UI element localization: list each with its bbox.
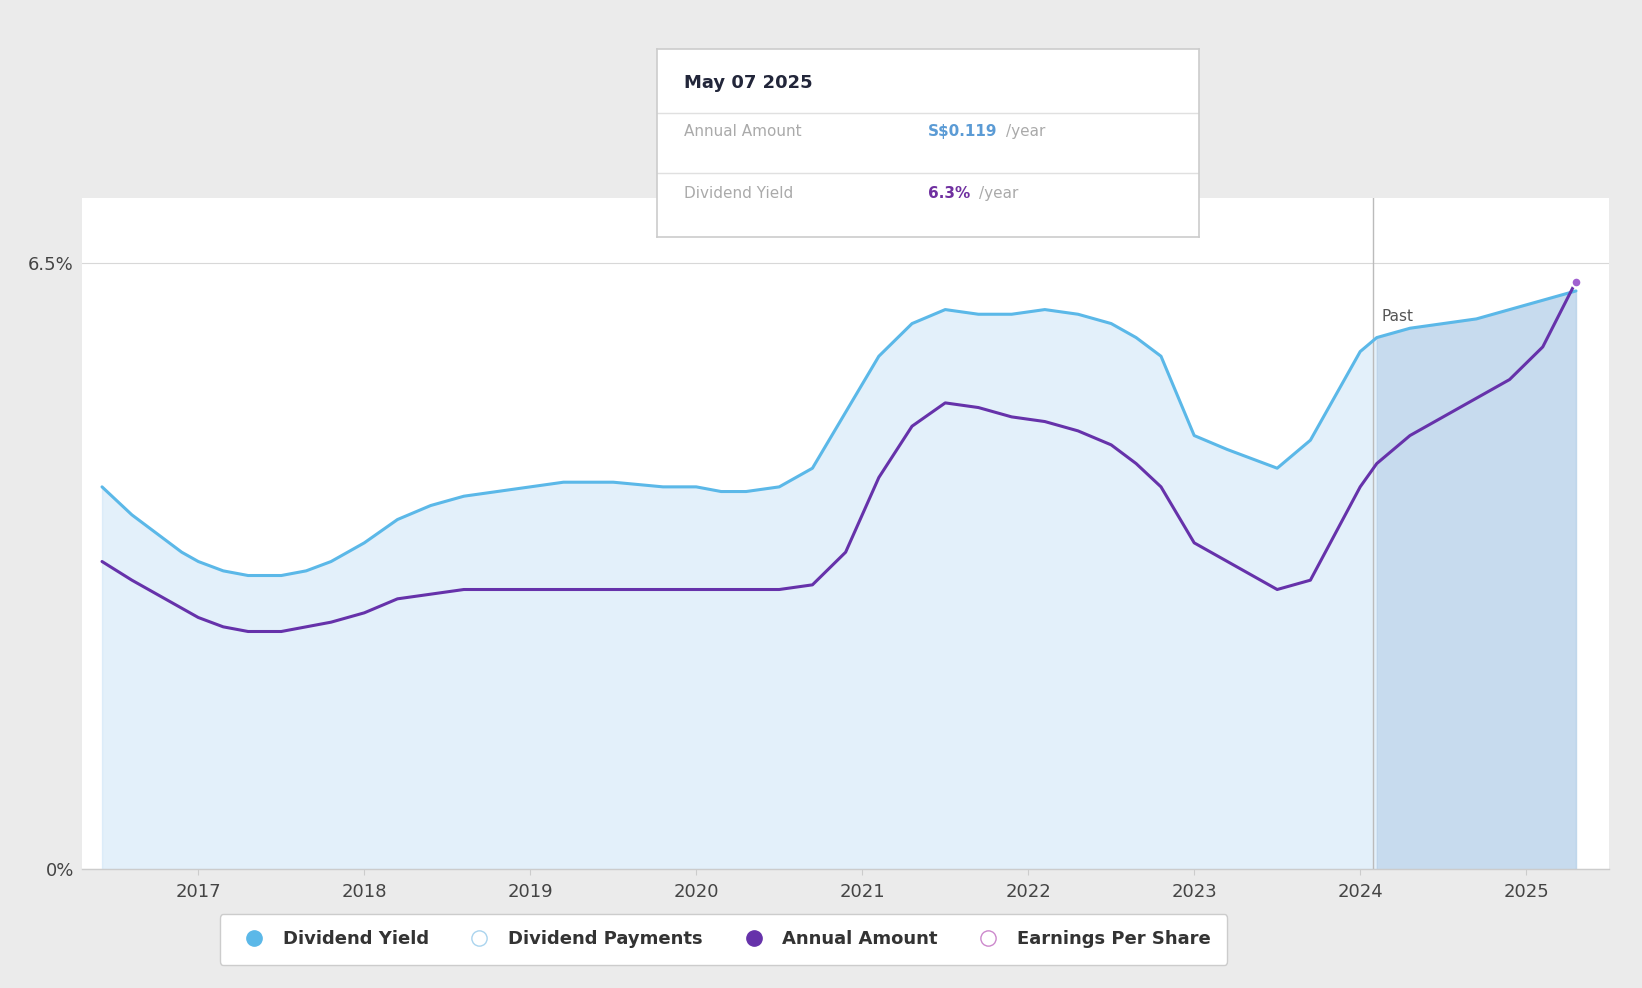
Text: 6.3%: 6.3% — [928, 187, 970, 202]
Text: Annual Amount: Annual Amount — [685, 124, 801, 139]
Legend: Dividend Yield, Dividend Payments, Annual Amount, Earnings Per Share: Dividend Yield, Dividend Payments, Annua… — [220, 914, 1227, 964]
Text: Dividend Yield: Dividend Yield — [685, 187, 793, 202]
Text: May 07 2025: May 07 2025 — [685, 74, 813, 92]
Text: /year: /year — [1007, 124, 1046, 139]
Text: Past: Past — [1383, 308, 1414, 324]
Text: S$0.119: S$0.119 — [928, 124, 997, 139]
Text: /year: /year — [979, 187, 1018, 202]
